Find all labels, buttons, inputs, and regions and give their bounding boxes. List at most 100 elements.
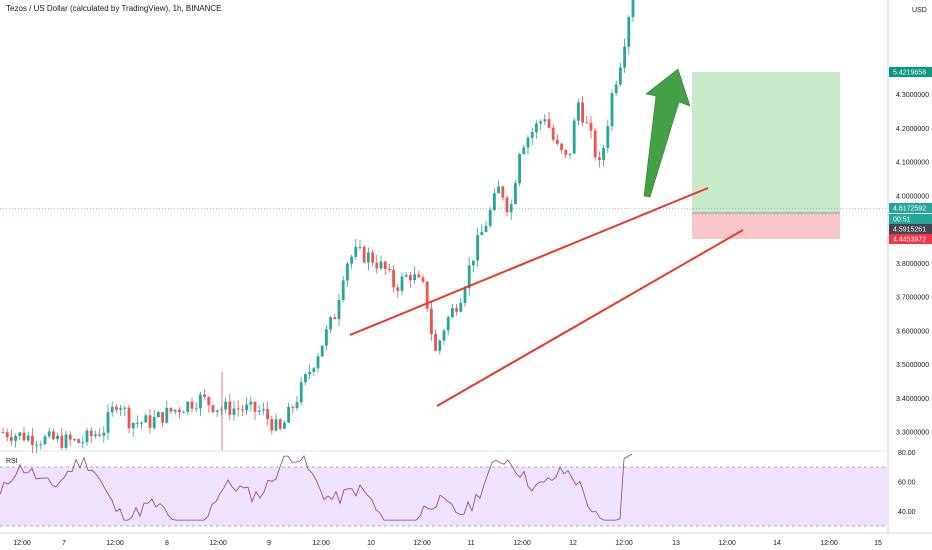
wedge-lower-trendline[interactable] — [436, 229, 744, 407]
candle — [581, 95, 584, 127]
candle — [493, 188, 496, 212]
candle — [308, 364, 311, 380]
candle — [312, 366, 316, 377]
candle — [102, 426, 106, 443]
candle — [337, 293, 341, 327]
candle — [211, 404, 215, 414]
candle — [299, 377, 303, 406]
candle — [106, 404, 110, 440]
candle — [64, 430, 68, 450]
candle — [1, 427, 5, 434]
candle — [52, 428, 55, 441]
candle — [115, 404, 118, 413]
candle — [295, 395, 299, 411]
time-tick-label: 12:00 — [106, 540, 124, 547]
candle — [623, 38, 626, 73]
candle — [425, 281, 429, 312]
candle — [140, 421, 143, 430]
candle — [371, 249, 374, 266]
candle — [341, 275, 345, 303]
price-badge: 00:51 — [889, 214, 932, 224]
wedge-upper-trendline[interactable] — [349, 187, 709, 336]
candle — [249, 396, 253, 412]
candle — [35, 440, 38, 454]
time-tick-label: 12:00 — [513, 540, 531, 547]
candle — [10, 429, 13, 446]
candle — [556, 133, 559, 146]
time-tick-label: 11 — [467, 540, 474, 547]
candle — [287, 402, 290, 424]
candle — [547, 111, 551, 129]
candle — [514, 180, 517, 205]
candle — [144, 413, 148, 423]
candle — [375, 254, 379, 274]
candle — [43, 434, 47, 446]
rsi-tick-label: 40.00 — [898, 509, 916, 516]
time-axis: 12:00 7 12:00 8 12:00 9 12:00 10 12:00 11 12:00 12 1… — [13, 540, 882, 547]
candle — [127, 404, 131, 434]
time-tick-label: 13 — [672, 540, 680, 547]
rsi-pane: 80.00 60.00 40.00 — [0, 450, 916, 527]
candle — [467, 257, 471, 296]
candle — [379, 255, 383, 271]
candle — [266, 401, 269, 426]
candle — [484, 220, 488, 233]
candle — [136, 415, 139, 428]
price-tick-label: 3.7000000 — [896, 295, 929, 302]
time-tick-label: 8 — [165, 540, 169, 547]
price-tick-label: 3.8000000 — [896, 261, 929, 268]
candle — [274, 413, 278, 432]
candle — [585, 116, 589, 124]
candle — [568, 153, 572, 159]
rsi-label: RSI — [6, 458, 18, 465]
candle — [497, 180, 500, 194]
candle — [131, 422, 135, 437]
candle — [186, 401, 190, 416]
candle — [392, 265, 395, 293]
candle — [564, 149, 568, 159]
rsi-line — [0, 453, 633, 521]
svg-text:5.4219658: 5.4219658 — [893, 70, 926, 77]
candle — [463, 285, 467, 307]
candle — [543, 114, 547, 126]
candle — [161, 411, 164, 428]
stop-zone[interactable] — [692, 213, 840, 239]
candle — [73, 438, 76, 442]
price-badges: 5.4219658 4.6172592 00:51 4.5915261 4.445397… — [889, 67, 932, 244]
candle — [60, 427, 64, 450]
candle — [400, 272, 404, 296]
time-tick-label: 9 — [267, 540, 271, 547]
candle — [488, 206, 492, 229]
candle — [614, 80, 618, 97]
candle — [110, 401, 114, 417]
candle — [194, 401, 198, 413]
candle — [589, 115, 593, 139]
svg-text:4.6172592: 4.6172592 — [893, 206, 926, 213]
price-tick-label: 4.2000000 — [896, 126, 929, 133]
candle — [178, 407, 181, 419]
currency-label: USD — [912, 7, 927, 14]
candle — [417, 270, 421, 278]
candle — [577, 98, 580, 126]
time-tick-label: 12:00 — [820, 540, 838, 547]
candle — [14, 433, 17, 448]
target-zone[interactable] — [692, 72, 840, 213]
candle — [354, 238, 358, 261]
grid — [0, 0, 932, 534]
candle — [350, 254, 353, 269]
candle — [26, 431, 30, 442]
price-tick-label: 4.1000000 — [896, 160, 929, 167]
candle — [207, 396, 211, 413]
candle — [430, 300, 433, 341]
candle — [509, 199, 513, 221]
price-tick-label: 3.4000000 — [896, 396, 929, 403]
candle — [173, 409, 177, 415]
breakout-arrow[interactable] — [643, 68, 691, 198]
candle — [236, 400, 240, 417]
candle — [224, 397, 227, 414]
price-badge: 4.4453972 — [889, 234, 932, 244]
candle — [157, 410, 160, 418]
candle — [610, 90, 614, 132]
svg-text:4.5915261: 4.5915261 — [893, 227, 926, 234]
